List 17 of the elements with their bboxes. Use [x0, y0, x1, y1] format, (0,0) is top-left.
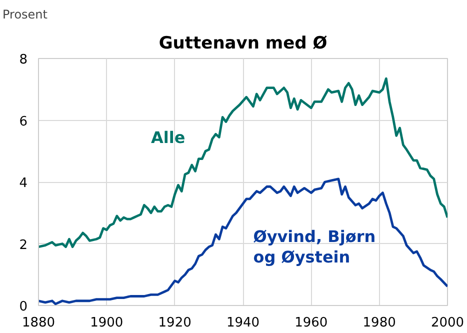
x-tick-label: 1900 — [90, 316, 124, 330]
series-label: Øyvind, Bjørn og Øystein — [253, 226, 376, 267]
series-label: Alle — [150, 128, 186, 147]
x-tick-label: 1960 — [294, 316, 328, 330]
x-tick-label: 1940 — [226, 316, 260, 330]
y-tick-label: 0 — [19, 300, 28, 314]
x-tick-label: 1880 — [22, 316, 56, 330]
line-series — [38, 77, 448, 248]
x-tick-label: 1920 — [158, 316, 192, 330]
y-tick-label: 8 — [19, 52, 28, 68]
chart-title: Guttenavn med Ø — [158, 34, 328, 54]
x-tick-label: 1980 — [362, 316, 396, 330]
y-axis-title: Prosent — [2, 8, 48, 22]
x-tick-label: 2000 — [430, 316, 464, 330]
y-tick-label: 2 — [19, 238, 28, 253]
y-tick-label: 6 — [19, 114, 28, 130]
y-tick-label: 4 — [19, 176, 28, 191]
